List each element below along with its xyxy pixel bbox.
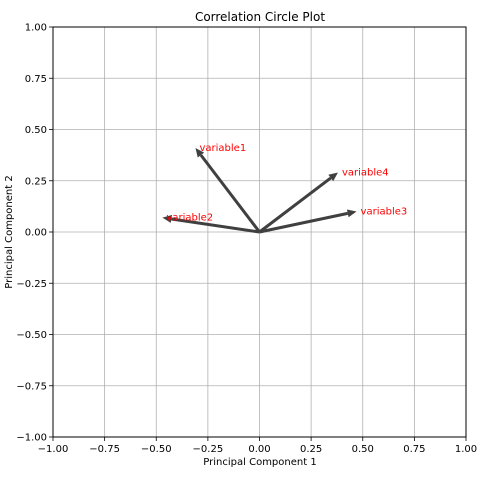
x-axis-title: Principal Component 1: [203, 457, 316, 468]
y-tick-label: −0.75: [16, 381, 47, 392]
vector-arrowhead: [162, 215, 172, 223]
vector-label: variable2: [166, 213, 213, 224]
vector-shaft: [199, 154, 261, 233]
x-axis-ticks: −1.00 −0.75 −0.50 −0.25 0.00 0.25 0.50 0.75 1.00: [38, 437, 477, 455]
x-tick-label: 0.75: [403, 444, 425, 455]
vector-variable2: variable2: [162, 213, 260, 234]
vector-variable4: variable4: [258, 168, 389, 234]
x-tick-label: 0.50: [352, 444, 374, 455]
vector-label: variable1: [199, 143, 246, 154]
vector-arrowhead: [346, 209, 357, 218]
vector-label: variable3: [361, 207, 408, 218]
y-axis-title: Principal Component 2: [4, 175, 15, 288]
x-tick-label: −0.75: [89, 444, 120, 455]
vector-label: variable4: [342, 168, 389, 179]
y-tick-label: 1.00: [25, 23, 47, 34]
chart-title: Correlation Circle Plot: [195, 10, 325, 24]
vector-variable3: variable3: [259, 207, 408, 234]
y-tick-label: −1.00: [16, 433, 47, 444]
x-tick-label: 0.25: [300, 444, 322, 455]
vector-shaft: [259, 211, 349, 234]
vector-shaft: [258, 176, 332, 234]
y-axis-ticks: 1.00 0.75 0.50 0.25 0.00 −0.25 −0.50 −0.75 −1.00: [16, 23, 53, 444]
y-tick-label: −0.50: [16, 330, 47, 341]
x-tick-label: 1.00: [455, 444, 477, 455]
x-tick-label: −1.00: [38, 444, 69, 455]
y-tick-label: 0.75: [25, 74, 47, 85]
y-tick-label: 0.00: [25, 228, 47, 239]
x-tick-label: 0.00: [248, 444, 270, 455]
x-tick-label: −0.25: [193, 444, 224, 455]
loading-vectors: variable1 variable2 variable3 variable4: [162, 143, 408, 234]
vector-shaft: [171, 217, 260, 234]
vector-arrowhead: [195, 147, 205, 158]
y-tick-label: 0.50: [25, 125, 47, 136]
x-tick-label: −0.50: [141, 444, 172, 455]
vector-arrowhead: [328, 172, 338, 182]
y-tick-label: 0.25: [25, 176, 47, 187]
y-tick-label: −0.25: [16, 279, 47, 290]
plot-frame: [52, 26, 467, 438]
vector-variable1: variable1: [195, 143, 261, 233]
